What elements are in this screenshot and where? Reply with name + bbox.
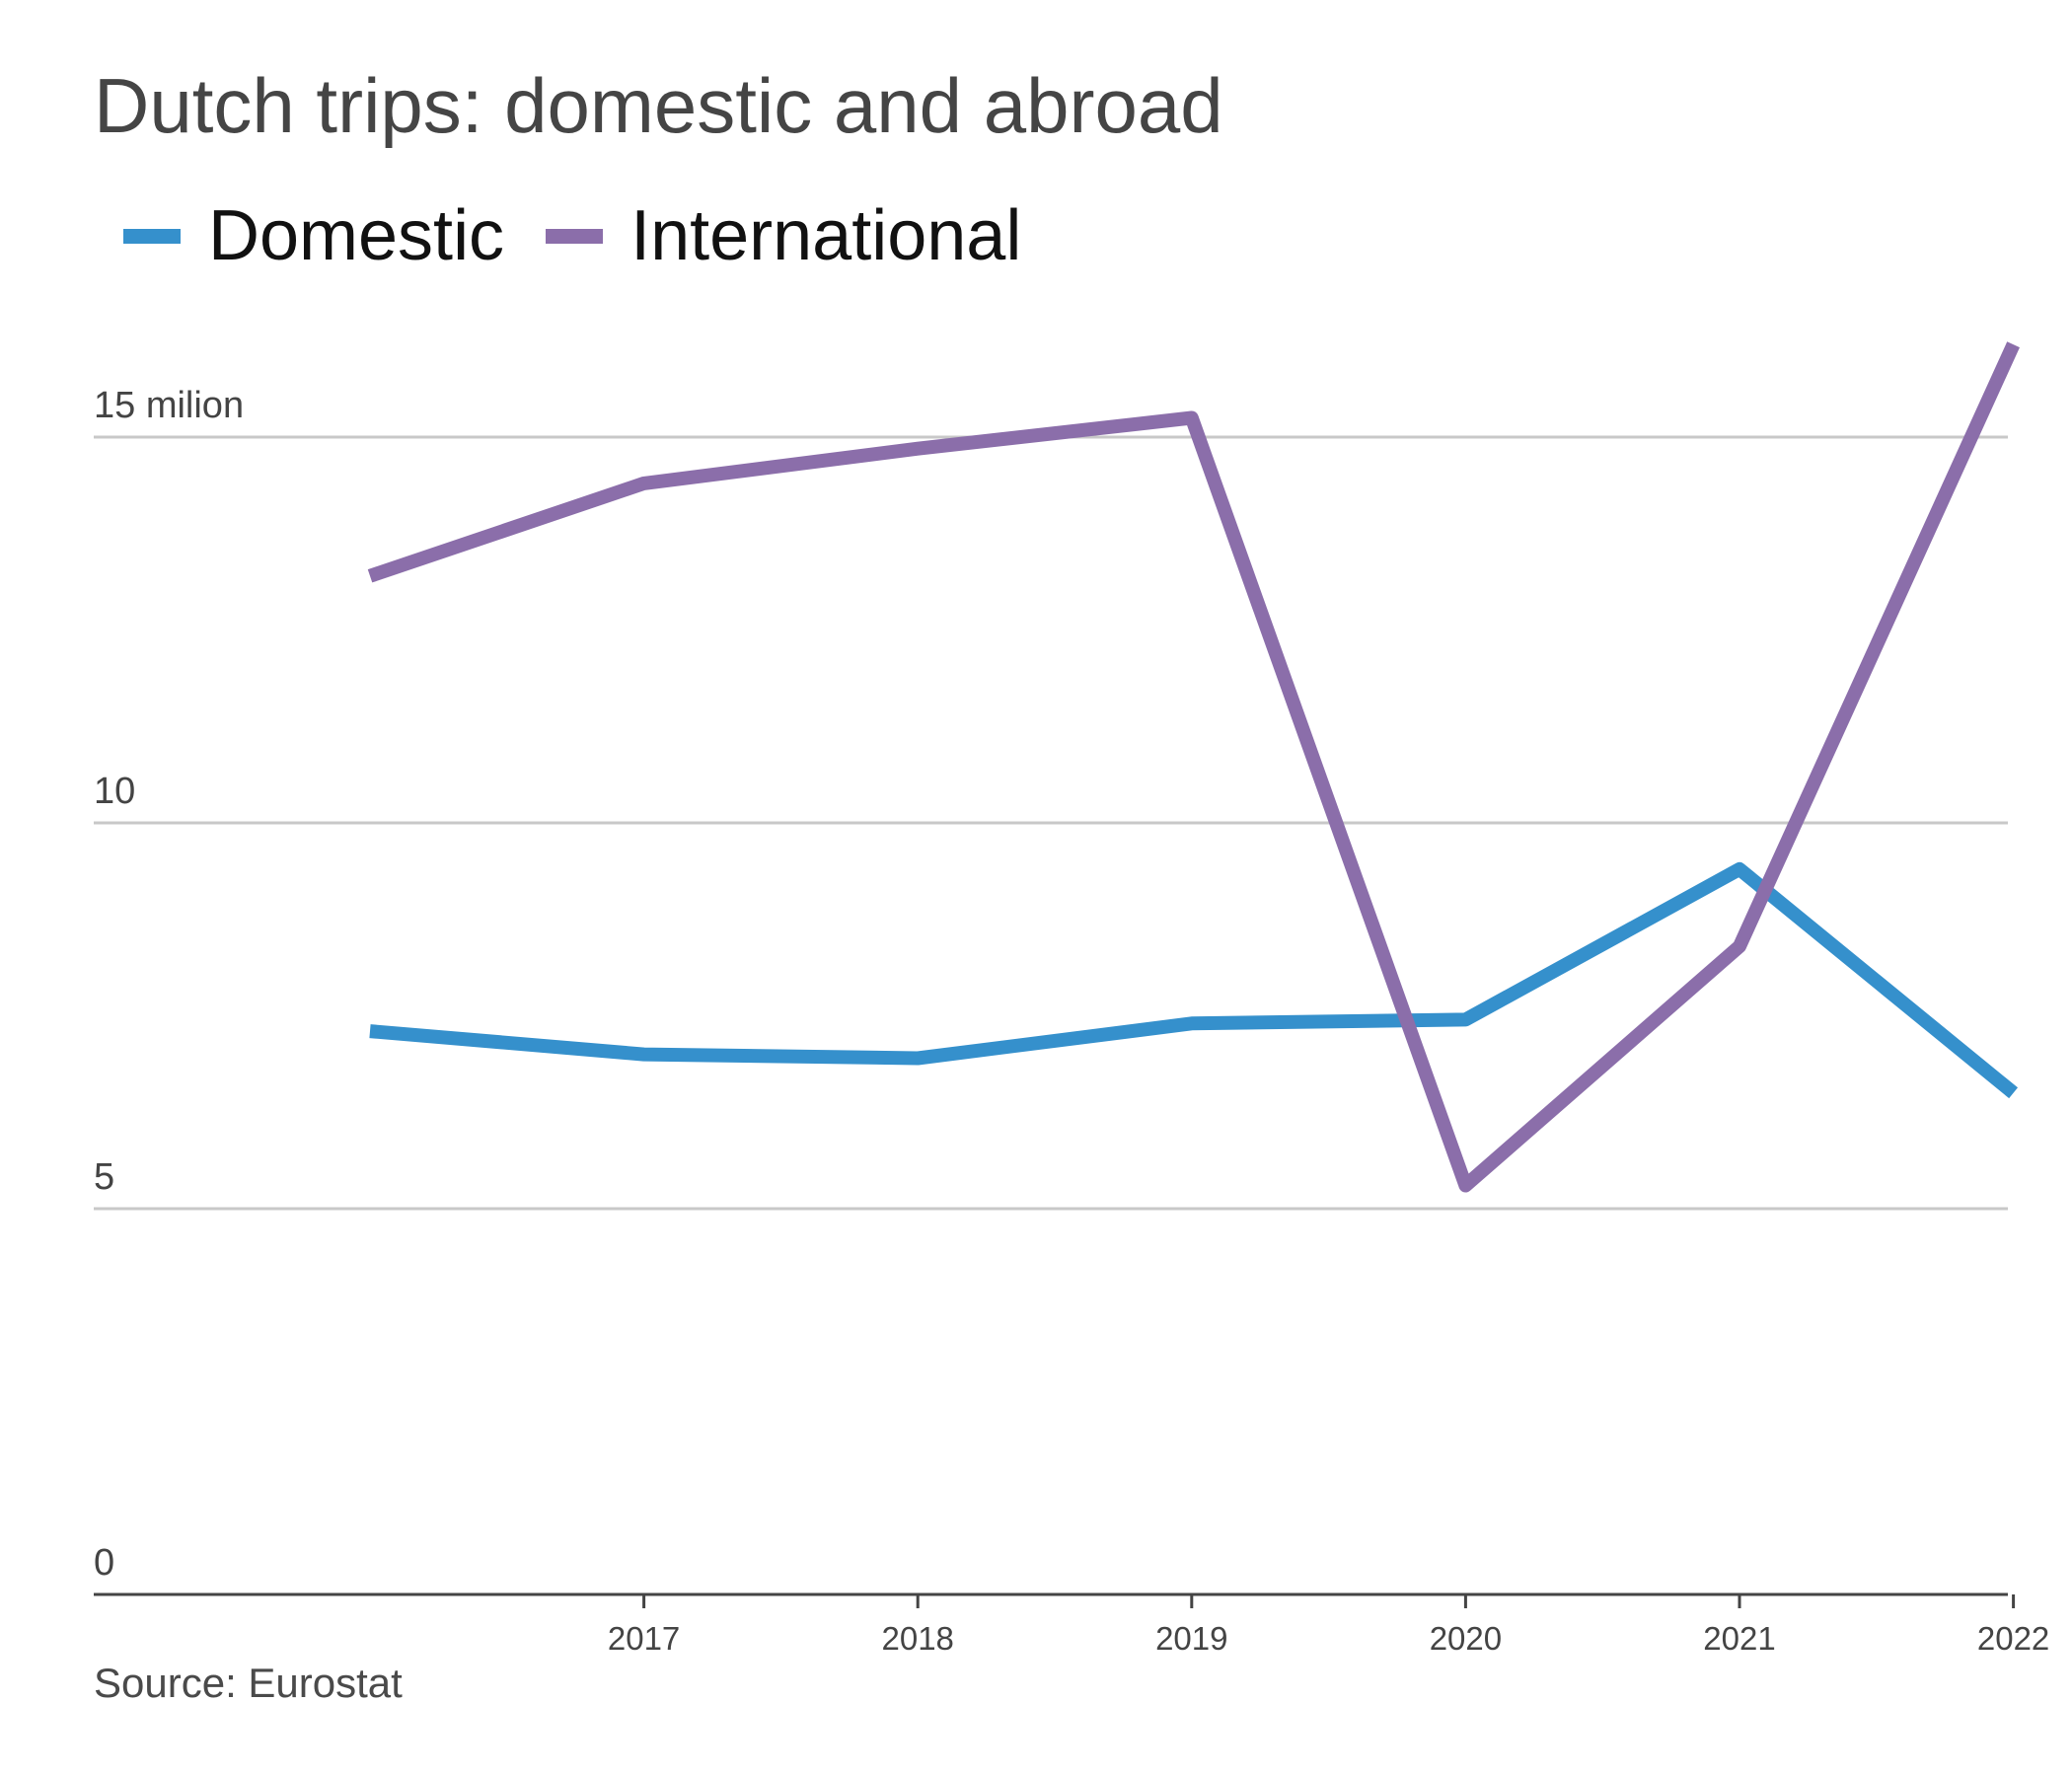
legend-swatch-international bbox=[546, 228, 604, 244]
y-tick-label-5: 5 bbox=[94, 1156, 114, 1198]
y-tick-label-15: 15 milion bbox=[94, 385, 244, 426]
x-tick-label-2020: 2020 bbox=[1430, 1620, 1502, 1657]
axis-layer: 0 5 10 15 milion 2017 2018 2019 2020 2021 2022 bbox=[94, 385, 2049, 1657]
x-tick-label-2022: 2022 bbox=[1977, 1620, 2049, 1657]
x-tick-label-2018: 2018 bbox=[881, 1620, 953, 1657]
source-note: Source: Eurostat bbox=[94, 1660, 403, 1706]
x-tick-label-2019: 2019 bbox=[1155, 1620, 1227, 1657]
x-tick-label-2017: 2017 bbox=[608, 1620, 680, 1657]
x-tick-label-2021: 2021 bbox=[1703, 1620, 1775, 1657]
y-tick-label-0: 0 bbox=[94, 1542, 114, 1584]
legend-label-international: International bbox=[630, 196, 1022, 275]
series-line-domestic bbox=[369, 861, 2019, 1099]
legend-swatch-domestic bbox=[123, 228, 181, 244]
y-tick-label-10: 10 bbox=[94, 771, 135, 812]
series-layer bbox=[367, 341, 2020, 1193]
legend-item-domestic: Domestic bbox=[123, 195, 504, 276]
legend-item-international: International bbox=[546, 195, 1021, 276]
legend: Domestic International bbox=[123, 195, 1063, 276]
series-line-international bbox=[367, 341, 2020, 1193]
legend-label-domestic: Domestic bbox=[208, 196, 505, 275]
chart-title: Dutch trips: domestic and abroad bbox=[94, 62, 1223, 149]
grid-layer bbox=[94, 435, 2008, 1211]
